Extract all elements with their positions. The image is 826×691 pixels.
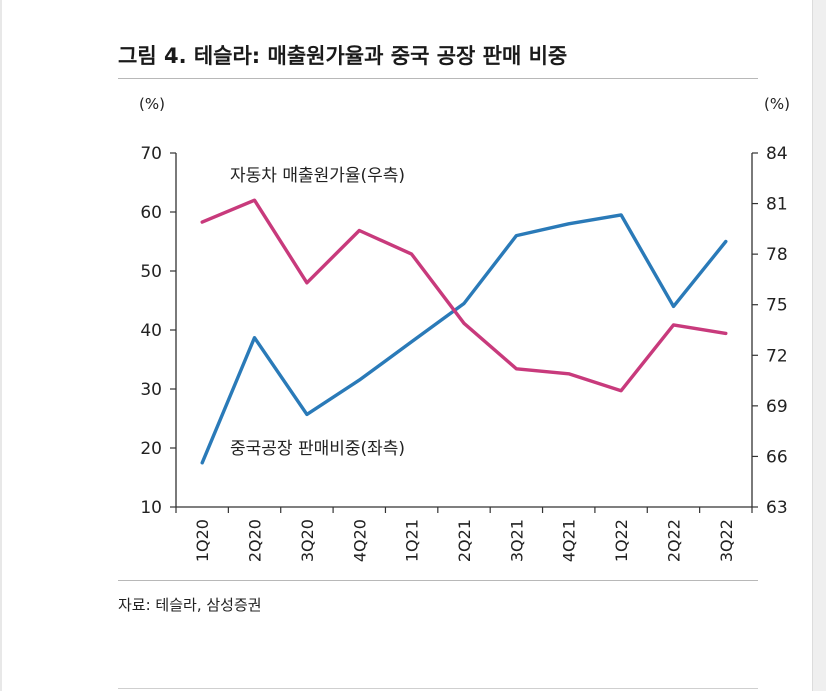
y-left-tick-label: 30 <box>140 380 162 400</box>
y-left-tick-label: 50 <box>140 262 162 282</box>
x-tick-label: 1Q22 <box>612 519 631 562</box>
x-tick-label: 3Q21 <box>507 519 526 562</box>
y-right-tick-label: 75 <box>766 296 788 316</box>
series-label-cost-ratio: 자동차 매출원가율(우측) <box>230 166 405 186</box>
series-line-cost-ratio <box>200 198 728 393</box>
x-tick-label: 1Q20 <box>193 519 212 562</box>
source-note: 자료: 테슬라, 삼성증권 <box>118 596 262 614</box>
y-left-tick-label: 40 <box>140 321 162 341</box>
line-chart: (%) (%) 10 20 30 40 50 60 70 63 66 69 72 75 78 81 84 1Q20… <box>139 95 790 562</box>
x-tick-label: 4Q20 <box>350 519 369 562</box>
y-left-tick-label: 10 <box>140 498 162 518</box>
page-right-edge <box>812 0 826 691</box>
title-divider <box>118 78 758 79</box>
x-tick-label: 2Q22 <box>664 519 683 562</box>
x-tick-label: 2Q21 <box>455 519 474 562</box>
page-left-edge <box>0 0 2 691</box>
y-left-tick-label: 70 <box>140 144 162 164</box>
x-tick-label: 2Q20 <box>246 519 265 562</box>
y-right-tick-label: 63 <box>766 498 788 518</box>
y-right-tick-label: 84 <box>766 144 788 164</box>
y-right-unit-label: (%) <box>764 95 790 113</box>
figure-title: 그림 4. 테슬라: 매출원가율과 중국 공장 판매 비중 <box>118 44 568 68</box>
x-tick-label: 3Q20 <box>298 519 317 562</box>
y-right-tick-label: 69 <box>766 397 788 417</box>
y-right-tick-label: 78 <box>766 245 788 265</box>
x-tick-label: 3Q22 <box>717 519 736 562</box>
footer-divider <box>118 688 758 689</box>
chart-bottom-divider <box>118 580 758 581</box>
series-label-china-share: 중국공장 판매비중(좌측) <box>230 439 405 459</box>
y-right-tick-label: 81 <box>766 195 788 215</box>
x-tick-label: 1Q21 <box>403 519 422 562</box>
y-right-tick-label: 72 <box>766 346 788 366</box>
x-tick-label: 4Q21 <box>560 519 579 562</box>
y-right-tick-label: 66 <box>766 447 788 467</box>
y-left-unit-label: (%) <box>139 95 165 113</box>
series-line-china-share <box>200 213 728 465</box>
y-left-tick-label: 20 <box>140 439 162 459</box>
y-left-tick-label: 60 <box>140 203 162 223</box>
